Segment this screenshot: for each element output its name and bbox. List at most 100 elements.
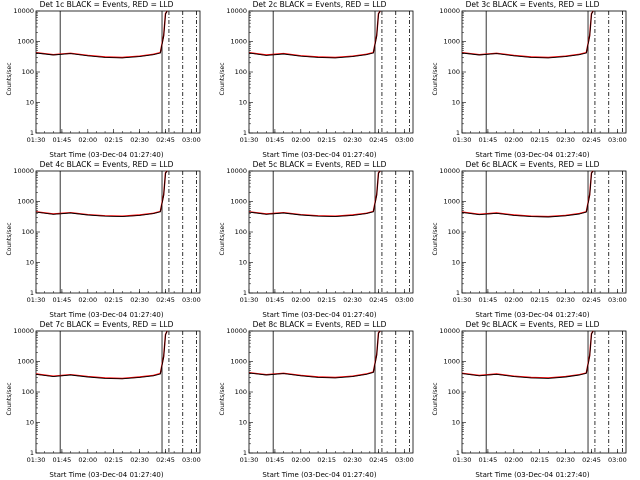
y-tick-label: 1000 [17, 198, 34, 206]
x-tick-label: 02:45 [582, 296, 601, 304]
y-tick-label: 100 [22, 228, 34, 236]
panel-title: Det 3c BLACK = Events, RED = LLD [465, 0, 600, 9]
x-axis-label: Start Time (03-Dec-04 01:27:40) [262, 471, 377, 479]
series-line [248, 170, 381, 217]
x-axis-label: Start Time (03-Dec-04 01:27:40) [49, 151, 164, 159]
plot-canvas: 1 10 100 1000 10000 01:30 01:45 02:00 02:15 02:30… [13, 7, 201, 144]
series-line [248, 330, 381, 379]
series-line [248, 10, 381, 59]
x-tick-label: 02:15 [317, 296, 336, 304]
x-tick-label: 03:00 [182, 136, 201, 144]
x-tick-label: 02:00 [291, 456, 310, 464]
plot-canvas: 1 10 100 1000 10000 01:30 01:45 02:00 02:15 02:30… [226, 7, 413, 144]
y-tick-label: 1 [30, 289, 34, 297]
panel-title: Det 8c BLACK = Events, RED = LLD [252, 320, 387, 329]
x-tick-label: 01:45 [53, 456, 72, 464]
plot-frame [248, 170, 414, 294]
x-tick-label: 01:30 [453, 296, 472, 304]
x-tick-label: 02:30 [130, 136, 149, 144]
x-axis-label: Start Time (03-Dec-04 01:27:40) [475, 151, 590, 159]
x-tick-label: 01:30 [240, 136, 259, 144]
x-tick-label: 02:45 [582, 136, 601, 144]
plot-canvas: 1 10 100 1000 10000 01:30 01:45 02:00 02:15 02:30… [439, 327, 626, 464]
y-tick-label: 1000 [230, 38, 247, 46]
x-tick-label: 01:45 [479, 296, 498, 304]
plot-canvas: 1 10 100 1000 10000 01:30 01:45 02:00 02:15 02:30… [439, 167, 627, 304]
y-tick-label: 1 [243, 129, 247, 137]
plot-canvas: 1 10 100 1000 10000 01:30 01:45 02:00 02:15 02:30… [13, 167, 200, 304]
plot-frame [35, 10, 201, 134]
y-tick-label: 1 [243, 449, 247, 457]
plot-canvas: 1 10 100 1000 10000 01:30 01:45 02:00 02:15 02:30… [13, 327, 201, 464]
x-tick-label: 03:00 [608, 296, 627, 304]
series-line [461, 330, 594, 379]
x-axis-label: Start Time (03-Dec-04 01:27:40) [49, 311, 164, 319]
x-tick-label: 01:30 [453, 136, 472, 144]
series-line [35, 10, 168, 59]
series-line [248, 170, 381, 218]
detector-panel: 1 10 100 1000 10000 01:30 01:45 02:00 02:15 02:30… [426, 160, 639, 320]
plot-frame [35, 330, 201, 454]
x-tick-label: 02:00 [504, 296, 523, 304]
y-tick-label: 10 [239, 419, 247, 427]
series-line [35, 170, 168, 218]
y-axis-label: Counts/sec [432, 62, 439, 96]
y-tick-label: 10000 [13, 7, 34, 15]
y-tick-label: 100 [448, 228, 460, 236]
y-axis-label: Counts/sec [219, 382, 226, 416]
detector-panel: 1 10 100 1000 10000 01:30 01:45 02:00 02:15 02:30… [426, 320, 639, 480]
x-tick-label: 02:15 [530, 456, 549, 464]
x-tick-label: 01:30 [27, 456, 46, 464]
x-tick-label: 02:45 [582, 456, 601, 464]
y-tick-label: 100 [22, 388, 34, 396]
y-tick-label: 1000 [443, 358, 460, 366]
series-line [35, 10, 168, 59]
y-tick-label: 1 [243, 289, 247, 297]
detector-panel: 1 10 100 1000 10000 01:30 01:45 02:00 02:15 02:30… [0, 160, 213, 320]
x-axis-label: Start Time (03-Dec-04 01:27:40) [475, 471, 590, 479]
x-tick-label: 02:15 [104, 456, 123, 464]
x-tick-label: 03:00 [395, 296, 414, 304]
x-tick-label: 02:30 [556, 456, 575, 464]
y-axis-label: Counts/sec [219, 62, 226, 96]
detector-panel: 1 10 100 1000 10000 01:30 01:45 02:00 02:15 02:30… [213, 320, 426, 480]
x-tick-label: 02:15 [317, 456, 336, 464]
x-tick-label: 02:15 [530, 136, 549, 144]
detector-panel: 1 10 100 1000 10000 01:30 01:45 02:00 02:15 02:30… [426, 0, 639, 160]
series-line [35, 330, 168, 380]
y-tick-label: 10 [26, 419, 34, 427]
series-line [461, 170, 594, 218]
x-tick-label: 02:45 [156, 456, 175, 464]
y-tick-label: 1 [456, 449, 460, 457]
x-tick-label: 02:00 [78, 296, 97, 304]
plot-canvas: 1 10 100 1000 10000 01:30 01:45 02:00 02:15 02:30… [226, 167, 414, 304]
x-tick-label: 02:00 [291, 296, 310, 304]
x-tick-label: 01:45 [479, 136, 498, 144]
detector-panel: 1 10 100 1000 10000 01:30 01:45 02:00 02:15 02:30… [213, 160, 426, 320]
series-line [461, 10, 594, 59]
y-tick-label: 1 [456, 289, 460, 297]
y-tick-label: 10000 [226, 167, 247, 175]
x-axis-label: Start Time (03-Dec-04 01:27:40) [262, 311, 377, 319]
y-tick-label: 10 [26, 259, 34, 267]
y-tick-label: 1000 [230, 358, 247, 366]
y-tick-label: 10000 [226, 327, 247, 335]
y-tick-label: 10 [452, 259, 460, 267]
y-axis-label: Counts/sec [219, 222, 226, 256]
y-tick-label: 10000 [439, 167, 460, 175]
y-tick-label: 10000 [13, 167, 34, 175]
y-tick-label: 100 [235, 228, 247, 236]
y-tick-label: 1 [30, 129, 34, 137]
x-tick-label: 02:15 [530, 296, 549, 304]
x-tick-label: 02:30 [130, 296, 149, 304]
x-tick-label: 02:45 [369, 296, 388, 304]
y-tick-label: 1 [456, 129, 460, 137]
x-tick-label: 03:00 [395, 456, 414, 464]
x-tick-label: 02:45 [156, 136, 175, 144]
x-tick-label: 02:30 [556, 136, 575, 144]
panel-title: Det 9c BLACK = Events, RED = LLD [465, 320, 600, 329]
y-tick-label: 100 [448, 68, 460, 76]
panel-title: Det 1c BLACK = Events, RED = LLD [39, 0, 174, 9]
series-line [461, 330, 594, 379]
